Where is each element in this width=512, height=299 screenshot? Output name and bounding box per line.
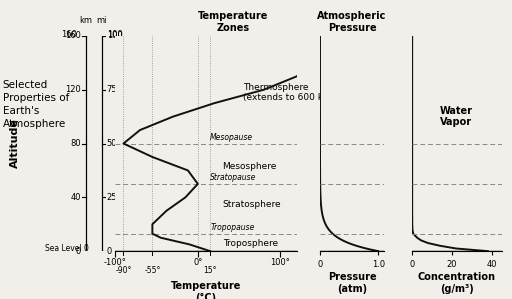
Text: Selected
Properties of
Earth's
Atmosphere: Selected Properties of Earth's Atmospher… bbox=[3, 80, 69, 129]
Text: 0: 0 bbox=[76, 247, 81, 256]
X-axis label: Pressure
(atm): Pressure (atm) bbox=[328, 272, 376, 294]
Text: 100: 100 bbox=[106, 31, 122, 40]
Text: -55°: -55° bbox=[144, 266, 161, 275]
Text: 120: 120 bbox=[65, 85, 81, 94]
Text: Sea Level 0: Sea Level 0 bbox=[45, 244, 89, 253]
Text: 0: 0 bbox=[106, 247, 112, 256]
Text: Stratopause: Stratopause bbox=[210, 173, 257, 182]
Text: 80: 80 bbox=[70, 139, 81, 148]
Text: 15°: 15° bbox=[203, 266, 217, 275]
Text: 160: 160 bbox=[61, 30, 77, 39]
Text: Altitude: Altitude bbox=[10, 119, 20, 168]
Text: Troposphere: Troposphere bbox=[223, 239, 278, 248]
X-axis label: Concentration
(g/m³): Concentration (g/m³) bbox=[418, 272, 496, 294]
Text: 25: 25 bbox=[106, 193, 117, 202]
Text: Stratosphere: Stratosphere bbox=[223, 199, 281, 209]
Text: Thermosphere
(extends to 600 km): Thermosphere (extends to 600 km) bbox=[243, 83, 335, 102]
Text: mi: mi bbox=[96, 16, 107, 25]
Text: 75: 75 bbox=[106, 85, 117, 94]
Text: km: km bbox=[79, 16, 92, 25]
Text: 160: 160 bbox=[65, 31, 81, 40]
Text: 50: 50 bbox=[106, 139, 117, 148]
Text: Mesopause: Mesopause bbox=[210, 132, 253, 141]
Text: 40: 40 bbox=[70, 193, 81, 202]
Text: Mesosphere: Mesosphere bbox=[223, 162, 277, 171]
Text: Water
Vapor: Water Vapor bbox=[439, 106, 473, 127]
X-axis label: Temperature
(°C): Temperature (°C) bbox=[171, 281, 241, 299]
Text: Tropopause: Tropopause bbox=[210, 223, 254, 232]
Text: Temperature
Zones: Temperature Zones bbox=[198, 11, 268, 33]
Text: Atmospheric
Pressure: Atmospheric Pressure bbox=[317, 11, 387, 33]
Text: 100: 100 bbox=[106, 30, 122, 39]
Text: -90°: -90° bbox=[115, 266, 132, 275]
